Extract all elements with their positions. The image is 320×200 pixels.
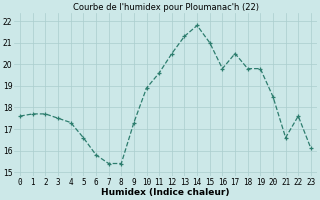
Title: Courbe de l'humidex pour Ploumanac'h (22): Courbe de l'humidex pour Ploumanac'h (22… <box>73 3 259 12</box>
X-axis label: Humidex (Indice chaleur): Humidex (Indice chaleur) <box>101 188 230 197</box>
